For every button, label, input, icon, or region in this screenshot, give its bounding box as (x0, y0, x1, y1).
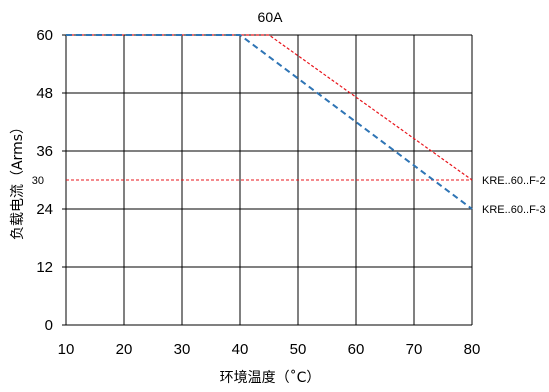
series-labels: KRE..60..F-2 KRE..60..F-3 (482, 175, 546, 216)
x-tick-label: 30 (174, 341, 191, 358)
series-lines (66, 35, 472, 209)
x-tick-label: 70 (406, 341, 423, 358)
x-tick-labels: 10 20 30 40 50 60 70 80 (58, 341, 481, 358)
x-tick-label: 80 (464, 341, 481, 358)
y-tick-label: 12 (36, 259, 53, 276)
x-tick-label: 40 (232, 341, 249, 358)
x-tick-label: 60 (348, 341, 365, 358)
x-tick-label: 20 (116, 341, 133, 358)
reference-line-label: 30 (32, 175, 44, 187)
chart-title: 60A (258, 9, 284, 25)
y-tick-label: 48 (36, 85, 53, 102)
x-axis-label: 环境温度（˚C） (220, 369, 321, 386)
x-tick-label: 50 (290, 341, 307, 358)
y-tick-label: 36 (36, 143, 53, 160)
x-tick-label: 10 (58, 341, 75, 358)
y-tick-label: 0 (45, 317, 53, 334)
y-axis-label: 负载电流（Arms） (10, 120, 26, 240)
y-tick-label: 24 (36, 201, 53, 218)
series-label-1: KRE..60..F-2 (482, 175, 546, 187)
series-label-2: KRE..60..F-3 (482, 204, 546, 216)
y-tick-label: 60 (36, 27, 53, 44)
reference-lines: 30 (32, 175, 472, 187)
series-line-2 (66, 35, 472, 209)
